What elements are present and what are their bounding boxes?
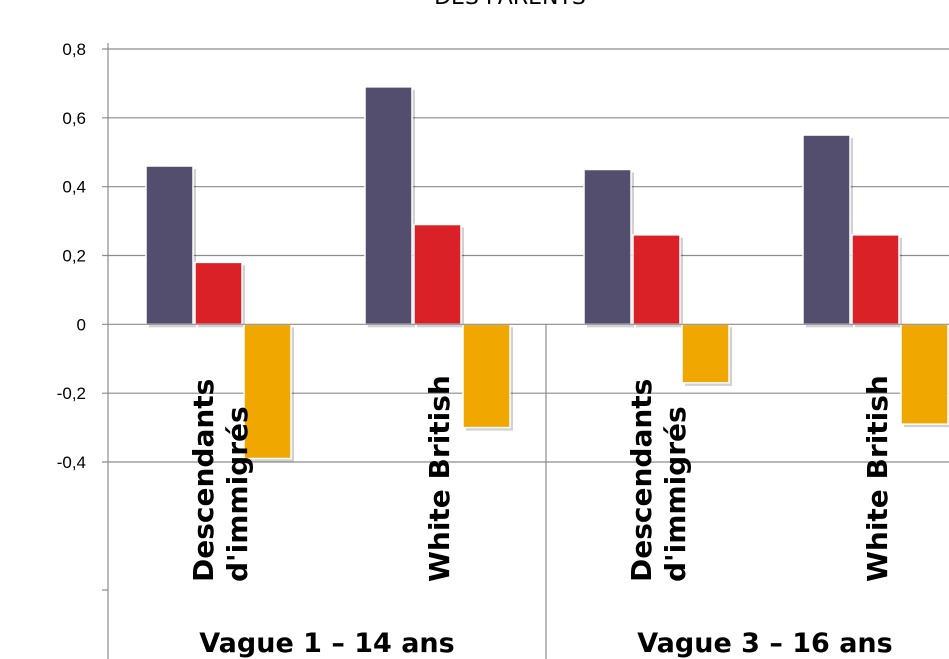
bar [243,323,292,460]
bar [681,323,730,384]
y-tick-label: 0,6 [62,109,86,128]
y-tick-label: -0,2 [57,384,86,403]
category-label: d'immigrés [659,406,692,582]
bar [583,168,632,326]
gridlines [102,48,949,463]
bars [145,86,949,462]
axes [102,43,949,659]
bar [802,134,851,326]
y-tick-label: 0,4 [62,178,86,197]
bar [364,86,413,326]
y-tick-label: -0,4 [57,453,86,472]
group-labels: Vague 1 – 14 ans Vague 3 – 16 ans [199,628,892,659]
bar [900,323,949,425]
bar [413,223,462,326]
chart-title: DES PARENTS [434,0,586,10]
category-label: White British [861,375,894,582]
y-tick-label: 0 [77,315,86,334]
category-labels: Descendants d'immigrés White British Descen… [187,375,894,582]
chart-title-text: DES PARENTS [434,0,586,10]
y-tick-label: 0,2 [62,247,86,266]
category-label: Descendants [187,379,220,582]
group-label: Vague 3 – 16 ans [637,628,892,659]
bar [851,234,900,326]
y-axis-tick-labels: 0,8 0,6 0,4 0,2 0 -0,2 -0,4 [57,40,86,472]
category-label: Descendants [625,379,658,582]
bar [632,234,681,326]
bar [145,165,194,326]
bar [194,261,243,326]
category-label: White British [423,375,456,582]
y-tick-label: 0,8 [62,40,86,59]
bar [462,323,511,429]
category-label: d'immigrés [221,406,254,582]
group-label: Vague 1 – 14 ans [199,628,454,659]
